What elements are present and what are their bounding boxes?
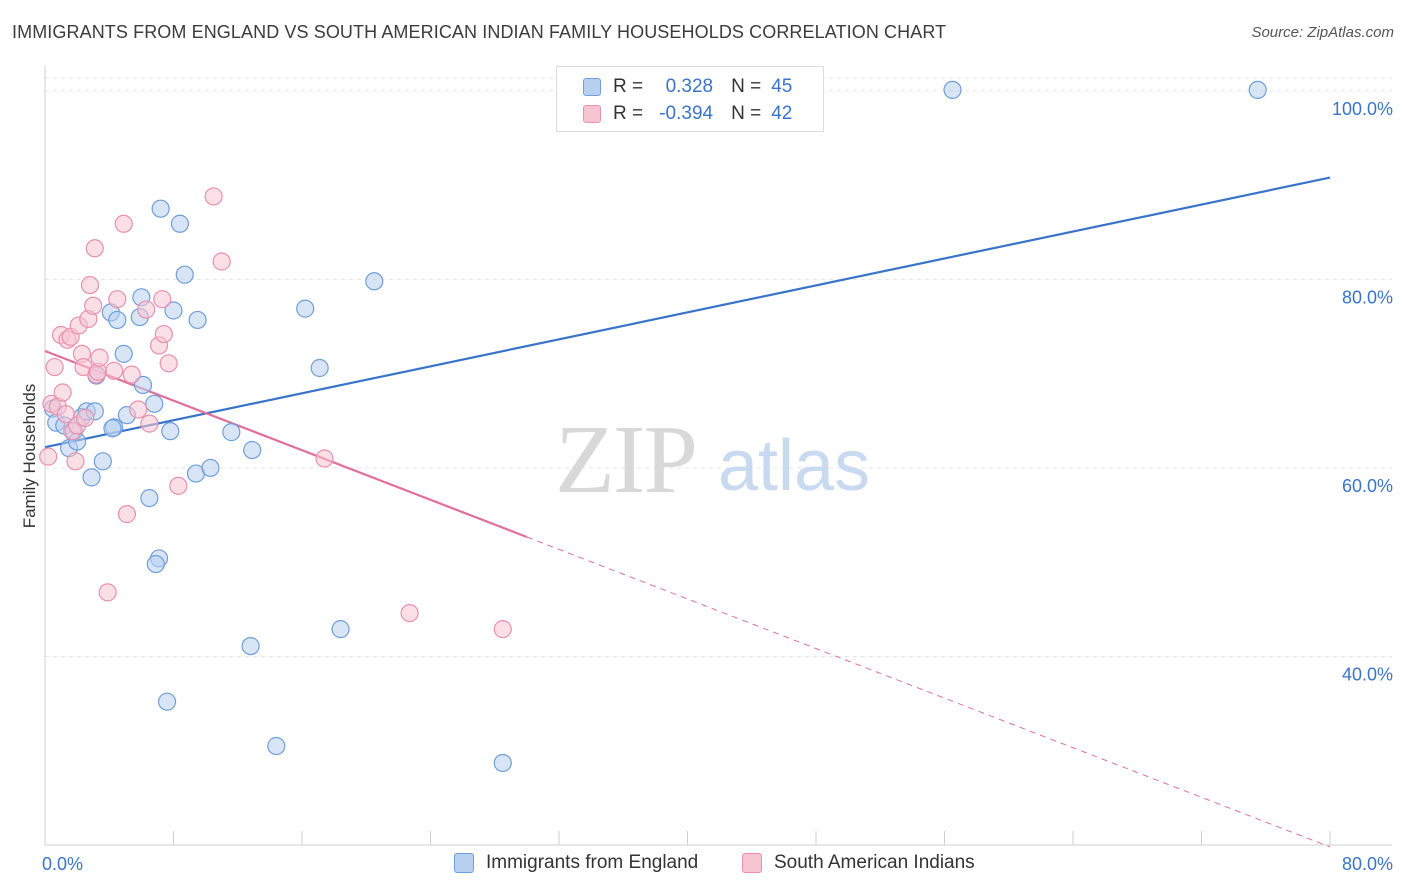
- legend-n-label: N =: [731, 76, 762, 97]
- legend-r-value: 0.328: [665, 76, 714, 97]
- point-south-american: [315, 449, 334, 468]
- point-england: [157, 692, 177, 711]
- point-england: [146, 554, 165, 574]
- point-south-american: [129, 400, 148, 419]
- point-england: [267, 736, 286, 756]
- point-england: [164, 301, 183, 320]
- legend-r-value: -0.394: [659, 103, 714, 124]
- point-england: [365, 272, 384, 291]
- legend-swatch-england: [583, 78, 601, 96]
- data-points: [39, 80, 1267, 773]
- legend-r-label: R =: [613, 76, 644, 97]
- point-south-american: [84, 296, 103, 315]
- point-south-american: [153, 290, 172, 309]
- legend-swatch-south-american: [742, 853, 762, 873]
- legend-r-label: R =: [613, 103, 644, 124]
- point-south-american: [104, 361, 124, 380]
- series-legend: Immigrants from England South American I…: [0, 852, 1406, 878]
- legend-n-label: N =: [731, 103, 762, 124]
- legend-row-england: R = 0.328 N = 45: [583, 76, 792, 98]
- legend-item-england[interactable]: Immigrants from England: [454, 852, 698, 874]
- point-england: [201, 458, 220, 478]
- point-south-american: [169, 476, 188, 495]
- point-south-american: [66, 452, 85, 471]
- chart-title: IMMIGRANTS FROM ENGLAND VS SOUTH AMERICA…: [12, 22, 947, 42]
- point-england: [114, 344, 133, 363]
- y-tick-label: 60.0%: [1342, 476, 1393, 496]
- point-england: [310, 358, 329, 378]
- point-south-american: [400, 603, 419, 623]
- point-england: [296, 299, 315, 318]
- point-south-american: [204, 187, 223, 206]
- point-south-american: [122, 365, 141, 384]
- point-england: [140, 488, 159, 508]
- watermark-atlas: atlas: [718, 426, 870, 506]
- point-south-american: [80, 275, 100, 295]
- point-england: [108, 310, 127, 330]
- point-england: [943, 80, 962, 100]
- point-england: [241, 636, 260, 656]
- source-note: Source: ZipAtlas.com: [1251, 24, 1394, 41]
- trend-lines: [44, 176, 1331, 848]
- point-england: [222, 423, 241, 442]
- legend-n-value: 45: [771, 76, 793, 97]
- watermark-zip: ZIP: [555, 406, 696, 514]
- grid-lines: [45, 77, 1392, 657]
- point-england: [493, 753, 512, 773]
- y-tick-label: 40.0%: [1342, 664, 1393, 684]
- point-england: [151, 199, 170, 218]
- point-south-american: [154, 324, 173, 344]
- point-england: [82, 468, 101, 487]
- point-south-american: [114, 214, 133, 233]
- point-england: [331, 620, 350, 639]
- legend-swatch-south-american: [583, 105, 601, 123]
- point-south-american: [493, 620, 512, 639]
- point-england: [170, 214, 190, 233]
- point-england: [133, 375, 153, 395]
- point-south-american: [45, 357, 64, 377]
- point-england: [175, 265, 194, 284]
- legend-row-south-american: R = -0.394 N = 42: [583, 103, 792, 125]
- point-england: [1248, 80, 1267, 100]
- correlation-legend: R = 0.328 N = 45 R = -0.394 N = 42: [556, 66, 824, 132]
- point-south-american: [56, 405, 75, 424]
- y-tick-label: 100.0%: [1332, 99, 1393, 119]
- legend-label-south-american: South American Indians: [774, 852, 975, 873]
- point-south-american: [137, 300, 156, 319]
- point-england: [145, 394, 164, 413]
- point-south-american: [212, 252, 231, 271]
- point-south-american: [53, 383, 72, 402]
- x-tick-label: 0.0%: [42, 854, 83, 874]
- legend-swatch-england: [454, 853, 474, 873]
- tick-labels: 40.0% 60.0% 80.0% 100.0% 0.0% 80.0%: [42, 99, 1393, 874]
- point-south-american: [117, 505, 137, 524]
- point-south-american: [159, 354, 178, 373]
- point-england: [93, 452, 112, 471]
- trend-line-england: [44, 176, 1331, 449]
- legend-item-south-american[interactable]: South American Indians: [742, 852, 975, 874]
- legend-label-england: Immigrants from England: [486, 852, 699, 873]
- point-south-american: [39, 447, 58, 466]
- point-south-american: [140, 414, 159, 433]
- point-south-american: [90, 348, 109, 367]
- y-tick-label: 80.0%: [1342, 287, 1393, 307]
- legend-n-value: 42: [771, 103, 793, 124]
- point-south-american: [98, 583, 117, 602]
- point-england: [188, 310, 207, 330]
- trend-line-south-american-projection: [526, 536, 1331, 848]
- trend-line-south-american: [44, 350, 528, 539]
- point-england: [161, 422, 180, 441]
- point-south-american: [76, 408, 95, 428]
- point-south-american: [85, 239, 104, 258]
- point-england: [103, 419, 122, 438]
- point-south-american: [108, 290, 127, 309]
- x-tick-label: 80.0%: [1342, 854, 1393, 874]
- point-england: [243, 440, 262, 460]
- y-axis-label: Family Households: [20, 383, 39, 529]
- watermark: ZIP atlas: [555, 406, 870, 514]
